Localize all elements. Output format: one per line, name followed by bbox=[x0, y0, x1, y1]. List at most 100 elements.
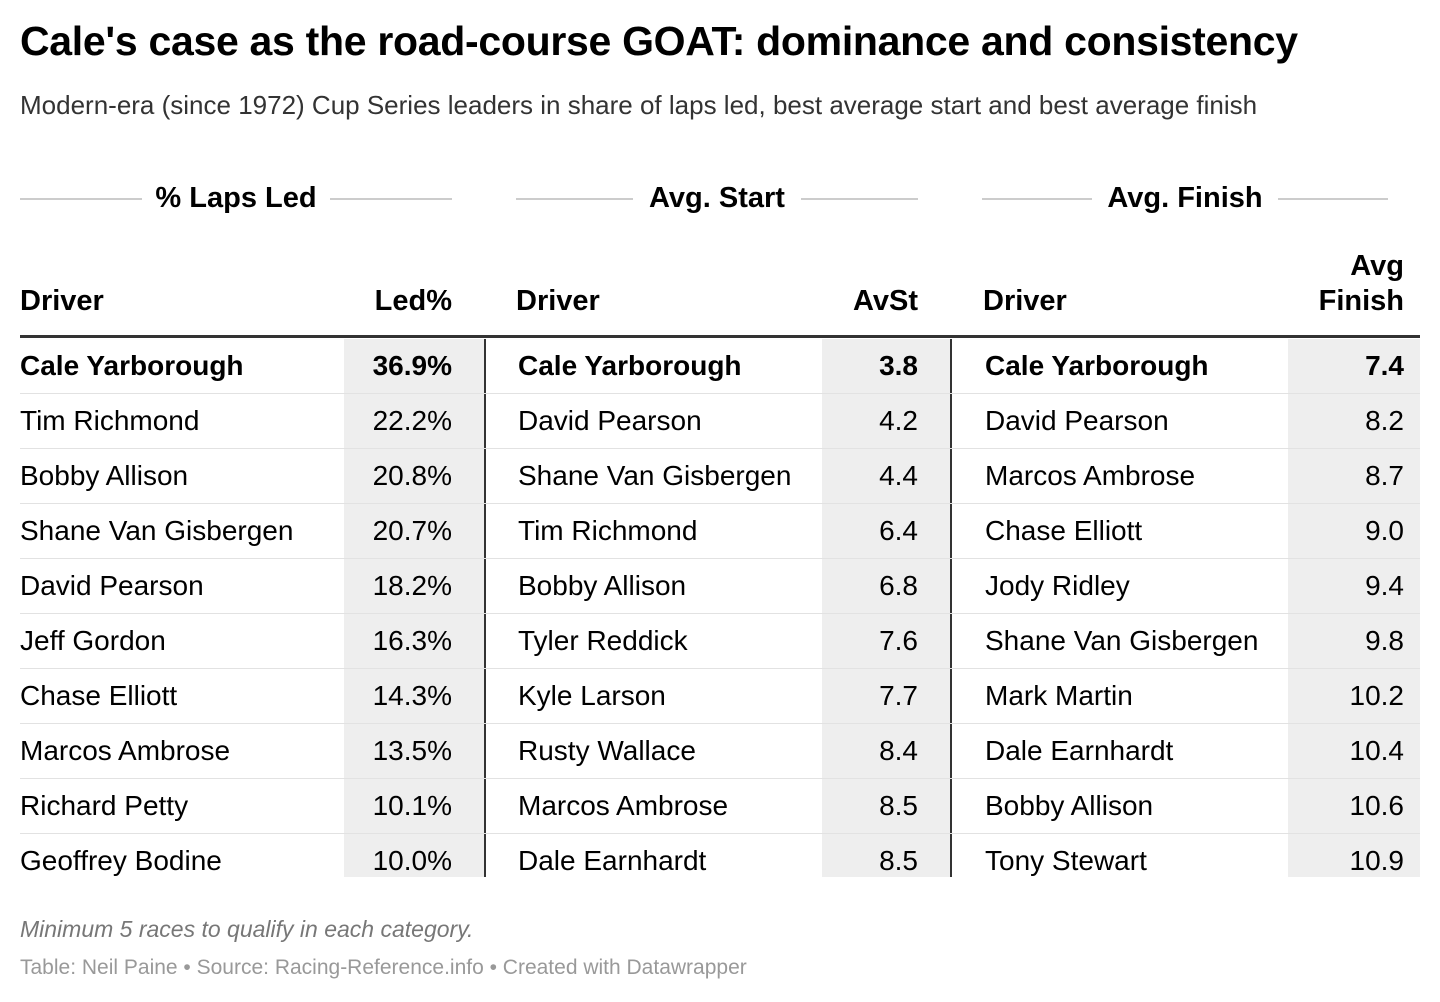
group-header-laps-led: % Laps Led bbox=[20, 176, 452, 220]
avg-finish-driver-cell: Shane Van Gisbergen bbox=[985, 625, 1259, 656]
header-rule bbox=[20, 335, 1420, 338]
avg-finish-value-cell: 10.9 bbox=[1349, 845, 1405, 876]
laps-led-value-cell: 10.0% bbox=[372, 845, 452, 876]
laps-led-value-cell: 20.8% bbox=[372, 460, 452, 491]
avg-start-value-cell: 8.5 bbox=[879, 845, 918, 876]
avg-start-driver-cell: Marcos Ambrose bbox=[518, 790, 729, 821]
value-column-shading bbox=[822, 339, 950, 877]
table-body: Cale Yarborough 36.9% Cale Yarborough 3.8 Ca… bbox=[20, 339, 1420, 888]
avg-finish-driver-cell: Mark Martin bbox=[985, 680, 1133, 711]
value-column-shading bbox=[1288, 339, 1420, 877]
table-row: Marcos Ambrose 13.5% Rusty Wallace 8.4 Dale … bbox=[20, 724, 1420, 779]
avg-finish-driver-cell: Marcos Ambrose bbox=[985, 460, 1196, 491]
table-row: Cale Yarborough 36.9% Cale Yarborough 3.8 Ca… bbox=[20, 339, 1420, 394]
table-row: David Pearson 18.2% Bobby Allison 6.8 Jody R… bbox=[20, 559, 1420, 614]
avg-start-driver-cell: Tyler Reddick bbox=[518, 625, 688, 656]
avg-start-value-cell: 6.8 bbox=[879, 570, 918, 601]
group-title: Avg. Start bbox=[649, 182, 785, 214]
avg-finish-driver-cell: Tony Stewart bbox=[985, 845, 1147, 876]
group-rule-left bbox=[982, 198, 1092, 200]
laps-led-value-cell: 22.2% bbox=[372, 405, 452, 436]
table-row: Tim Richmond 22.2% David Pearson 4.2 David P… bbox=[20, 394, 1420, 449]
avg-finish-value-cell: 10.4 bbox=[1349, 735, 1405, 766]
laps-led-driver-cell: Bobby Allison bbox=[20, 460, 189, 491]
avg-start-driver-cell: Tim Richmond bbox=[518, 515, 698, 546]
avg-start-driver-cell: David Pearson bbox=[518, 405, 702, 436]
column-header-avg-finish-line1: Avg bbox=[1350, 250, 1404, 282]
avg-start-driver-cell: Dale Earnhardt bbox=[518, 845, 707, 876]
laps-led-driver-cell: Richard Petty bbox=[20, 790, 189, 821]
chart-subtitle: Modern-era (since 1972) Cup Series leade… bbox=[20, 90, 1258, 120]
avg-start-driver-cell: Shane Van Gisbergen bbox=[518, 460, 792, 491]
laps-led-driver-cell: Chase Elliott bbox=[20, 680, 178, 711]
table-row: Bobby Allison 20.8% Shane Van Gisbergen 4.4… bbox=[20, 449, 1420, 504]
source-credit: Table: Neil Paine • Source: Racing-Refer… bbox=[20, 956, 747, 979]
avg-start-value-cell: 3.8 bbox=[879, 350, 918, 381]
column-header-driver: Driver bbox=[516, 285, 600, 317]
table-row: Shane Van Gisbergen 20.7% Tim Richmond 6.4 C… bbox=[20, 504, 1420, 559]
avg-start-value-cell: 4.4 bbox=[879, 460, 918, 491]
avg-start-driver-cell: Rusty Wallace bbox=[518, 735, 696, 766]
footnote: Minimum 5 races to qualify in each categ… bbox=[20, 916, 474, 942]
laps-led-driver-cell: Tim Richmond bbox=[20, 405, 200, 436]
avg-start-value-cell: 6.4 bbox=[879, 515, 918, 546]
column-header-avst: AvSt bbox=[853, 285, 918, 317]
avg-finish-driver-cell: David Pearson bbox=[985, 405, 1169, 436]
table-row: Geoffrey Bodine 10.0% Dale Earnhardt 8.5 Ton… bbox=[20, 834, 1420, 888]
group-rule-right bbox=[330, 198, 452, 200]
group-header-avg-start: Avg. Start bbox=[516, 176, 918, 220]
avg-start-driver-cell: Bobby Allison bbox=[518, 570, 687, 601]
avg-start-value-cell: 8.5 bbox=[879, 790, 918, 821]
avg-finish-value-cell: 9.8 bbox=[1365, 625, 1404, 656]
avg-finish-value-cell: 9.4 bbox=[1365, 570, 1404, 601]
avg-finish-driver-cell: Chase Elliott bbox=[985, 515, 1143, 546]
laps-led-driver-cell: Marcos Ambrose bbox=[20, 735, 231, 766]
column-divider bbox=[484, 339, 486, 877]
group-rule-left bbox=[20, 198, 142, 200]
avg-start-driver-cell: Kyle Larson bbox=[518, 680, 666, 711]
avg-finish-value-cell: 8.2 bbox=[1365, 405, 1404, 436]
avg-start-value-cell: 7.6 bbox=[879, 625, 918, 656]
group-rule-right bbox=[801, 198, 918, 200]
column-header-driver: Driver bbox=[983, 285, 1067, 317]
laps-led-value-cell: 36.9% bbox=[372, 350, 452, 381]
laps-led-value-cell: 10.1% bbox=[372, 790, 452, 821]
column-header-avg-finish-line2: Finish bbox=[1318, 285, 1404, 317]
avg-finish-driver-cell: Cale Yarborough bbox=[985, 350, 1209, 381]
table-row: Richard Petty 10.1% Marcos Ambrose 8.5 Bobby… bbox=[20, 779, 1420, 834]
avg-finish-value-cell: 8.7 bbox=[1365, 460, 1404, 491]
laps-led-value-cell: 18.2% bbox=[372, 570, 452, 601]
avg-start-value-cell: 8.4 bbox=[879, 735, 918, 766]
column-header-driver: Driver bbox=[20, 285, 104, 317]
group-header-avg-finish: Avg. Finish bbox=[982, 176, 1388, 220]
group-title: % Laps Led bbox=[155, 182, 317, 214]
chart-title: Cale's case as the road-course GOAT: dom… bbox=[20, 18, 1298, 64]
table-row: Chase Elliott 14.3% Kyle Larson 7.7 Mark Mar… bbox=[20, 669, 1420, 724]
laps-led-value-cell: 20.7% bbox=[372, 515, 452, 546]
column-divider bbox=[950, 339, 952, 877]
laps-led-driver-cell: David Pearson bbox=[20, 570, 204, 601]
laps-led-value-cell: 14.3% bbox=[372, 680, 452, 711]
column-header-avg-finish: Avg Finish bbox=[1240, 249, 1404, 319]
column-header-led-pct: Led% bbox=[374, 285, 452, 317]
group-title: Avg. Finish bbox=[1107, 182, 1263, 214]
table-row: Jeff Gordon 16.3% Tyler Reddick 7.6 Shane Va… bbox=[20, 614, 1420, 669]
avg-finish-value-cell: 10.6 bbox=[1349, 790, 1405, 821]
group-rule-right bbox=[1278, 198, 1388, 200]
avg-start-driver-cell: Cale Yarborough bbox=[518, 350, 742, 381]
avg-start-value-cell: 4.2 bbox=[879, 405, 918, 436]
avg-finish-value-cell: 7.4 bbox=[1365, 350, 1404, 381]
avg-finish-driver-cell: Dale Earnhardt bbox=[985, 735, 1174, 766]
group-rule-left bbox=[516, 198, 633, 200]
avg-finish-driver-cell: Jody Ridley bbox=[985, 570, 1130, 601]
avg-finish-value-cell: 9.0 bbox=[1365, 515, 1404, 546]
laps-led-driver-cell: Shane Van Gisbergen bbox=[20, 515, 294, 546]
laps-led-value-cell: 13.5% bbox=[372, 735, 452, 766]
avg-finish-driver-cell: Bobby Allison bbox=[985, 790, 1154, 821]
avg-finish-value-cell: 10.2 bbox=[1349, 680, 1405, 711]
laps-led-driver-cell: Geoffrey Bodine bbox=[20, 845, 222, 876]
laps-led-driver-cell: Jeff Gordon bbox=[20, 625, 166, 656]
avg-start-value-cell: 7.7 bbox=[879, 680, 918, 711]
laps-led-value-cell: 16.3% bbox=[372, 625, 452, 656]
laps-led-driver-cell: Cale Yarborough bbox=[20, 350, 244, 381]
